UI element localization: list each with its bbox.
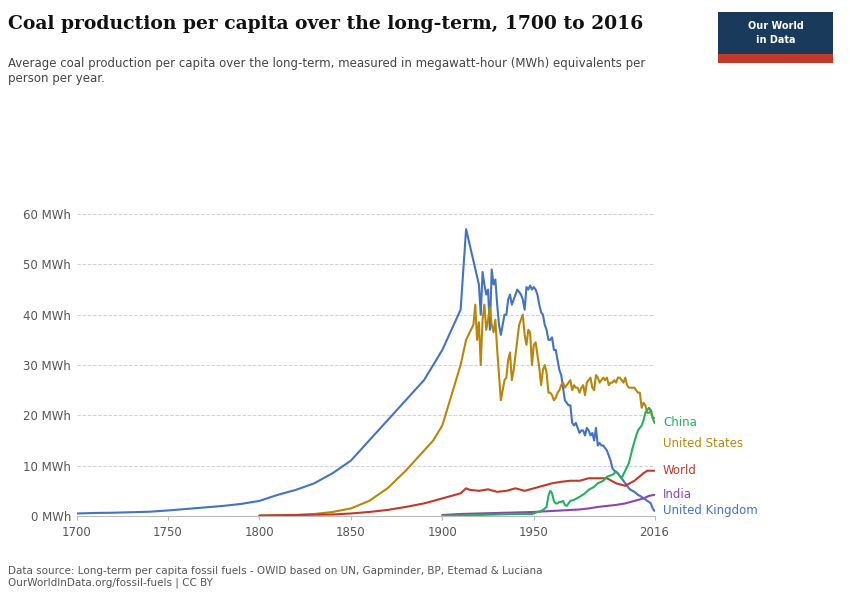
Text: World: World xyxy=(663,464,697,477)
Text: Data source: Long-term per capita fossil fuels - OWID based on UN, Gapminder, BP: Data source: Long-term per capita fossil… xyxy=(8,566,543,588)
Text: Average coal production per capita over the long-term, measured in megawatt-hour: Average coal production per capita over … xyxy=(8,57,646,85)
Text: Our World: Our World xyxy=(748,21,803,31)
Text: in Data: in Data xyxy=(756,35,796,45)
Text: China: China xyxy=(663,416,697,430)
Text: United States: United States xyxy=(663,437,743,449)
Text: United Kingdom: United Kingdom xyxy=(663,505,757,517)
Text: Coal production per capita over the long-term, 1700 to 2016: Coal production per capita over the long… xyxy=(8,15,643,33)
Text: India: India xyxy=(663,488,692,502)
